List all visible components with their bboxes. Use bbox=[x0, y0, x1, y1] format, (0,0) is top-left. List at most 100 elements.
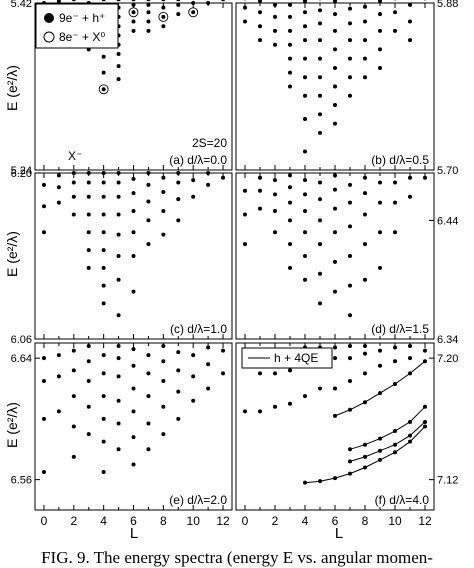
data-point bbox=[303, 149, 307, 153]
data-point bbox=[393, 443, 397, 447]
figure-caption: FIG. 9. The energy spectra (energy E vs.… bbox=[0, 548, 474, 568]
data-point bbox=[102, 230, 106, 234]
data-point bbox=[72, 213, 76, 217]
data-point bbox=[393, 450, 397, 454]
data-point bbox=[288, 29, 292, 33]
data-point bbox=[117, 447, 121, 451]
data-point bbox=[363, 352, 367, 356]
data-point bbox=[161, 379, 165, 383]
data-point bbox=[72, 171, 76, 175]
data-point bbox=[363, 57, 367, 61]
y-tick-label: 7.20 bbox=[437, 353, 458, 365]
data-point bbox=[161, 432, 165, 436]
data-point bbox=[408, 176, 412, 180]
data-point bbox=[146, 371, 150, 375]
data-point bbox=[378, 449, 382, 453]
data-point bbox=[303, 254, 307, 258]
data-point bbox=[72, 425, 76, 429]
data-point bbox=[363, 176, 367, 180]
panels: 5.425.24(a) d/λ=0.05.885.70(b) d/λ=0.56.… bbox=[11, 0, 459, 528]
data-point bbox=[102, 371, 106, 375]
data-point bbox=[273, 209, 277, 213]
data-point bbox=[303, 24, 307, 28]
legend-filled-marker bbox=[44, 13, 54, 23]
y-tick-label: 6.34 bbox=[437, 334, 458, 346]
data-point bbox=[117, 0, 121, 1]
data-point bbox=[333, 29, 337, 33]
x-tick-label: 10 bbox=[388, 514, 402, 528]
data-point bbox=[393, 346, 397, 350]
data-point bbox=[117, 278, 121, 282]
data-point bbox=[146, 394, 150, 398]
data-point bbox=[206, 171, 210, 175]
data-point bbox=[288, 218, 292, 222]
data-point bbox=[408, 434, 412, 438]
data-point bbox=[393, 429, 397, 433]
data-point bbox=[363, 278, 367, 282]
data-point bbox=[348, 224, 352, 228]
data-point bbox=[273, 192, 277, 196]
series-line bbox=[350, 407, 425, 450]
data-point bbox=[102, 71, 106, 75]
data-point bbox=[318, 387, 322, 391]
data-point bbox=[303, 94, 307, 98]
data-point bbox=[423, 425, 427, 429]
series-line bbox=[335, 361, 425, 416]
data-point bbox=[273, 15, 277, 19]
data-point bbox=[393, 10, 397, 14]
data-point bbox=[318, 75, 322, 79]
size-annotation: 2S=20 bbox=[192, 136, 227, 150]
data-point bbox=[378, 47, 382, 51]
y-tick-label: 6.20 bbox=[11, 168, 32, 180]
data-point bbox=[176, 390, 180, 394]
data-point bbox=[42, 470, 46, 474]
data-point bbox=[318, 301, 322, 305]
data-point bbox=[288, 242, 292, 246]
y-tick-label: 7.12 bbox=[437, 475, 458, 487]
data-point bbox=[221, 371, 225, 375]
data-point bbox=[161, 0, 165, 1]
data-point bbox=[348, 379, 352, 383]
panel-c: 6.206.06(c) d/λ=1.0 bbox=[11, 168, 232, 346]
data-point bbox=[348, 21, 352, 25]
data-point bbox=[288, 57, 292, 61]
data-point bbox=[191, 374, 195, 378]
data-point bbox=[318, 242, 322, 246]
data-point bbox=[303, 230, 307, 234]
data-point bbox=[132, 20, 136, 24]
data-point bbox=[146, 242, 150, 246]
data-point bbox=[318, 94, 322, 98]
data-point bbox=[318, 197, 322, 201]
data-point bbox=[161, 15, 165, 19]
data-point bbox=[42, 230, 46, 234]
data-point bbox=[243, 20, 247, 24]
data-point bbox=[348, 201, 352, 205]
data-point bbox=[333, 387, 337, 391]
data-point bbox=[258, 207, 262, 211]
x-tick-label: 2 bbox=[70, 514, 77, 528]
data-point bbox=[117, 313, 121, 317]
y-tick-label: 6.56 bbox=[11, 475, 32, 487]
data-point bbox=[348, 313, 352, 317]
data-point bbox=[146, 3, 150, 7]
panel-frame bbox=[35, 343, 232, 510]
data-point bbox=[191, 10, 195, 14]
x-tick-label: 8 bbox=[362, 514, 369, 528]
data-point bbox=[102, 0, 106, 1]
data-point bbox=[87, 432, 91, 436]
data-point bbox=[408, 371, 412, 375]
data-point bbox=[408, 195, 412, 199]
data-point bbox=[132, 290, 136, 294]
data-point bbox=[303, 117, 307, 121]
data-point bbox=[288, 368, 292, 372]
data-point bbox=[57, 201, 61, 205]
data-point bbox=[191, 178, 195, 182]
data-point bbox=[288, 15, 292, 19]
data-point bbox=[132, 409, 136, 413]
series-line bbox=[305, 427, 425, 483]
data-point bbox=[273, 371, 277, 375]
data-point bbox=[87, 248, 91, 252]
data-point bbox=[303, 209, 307, 213]
data-point bbox=[378, 364, 382, 368]
data-point bbox=[378, 458, 382, 462]
